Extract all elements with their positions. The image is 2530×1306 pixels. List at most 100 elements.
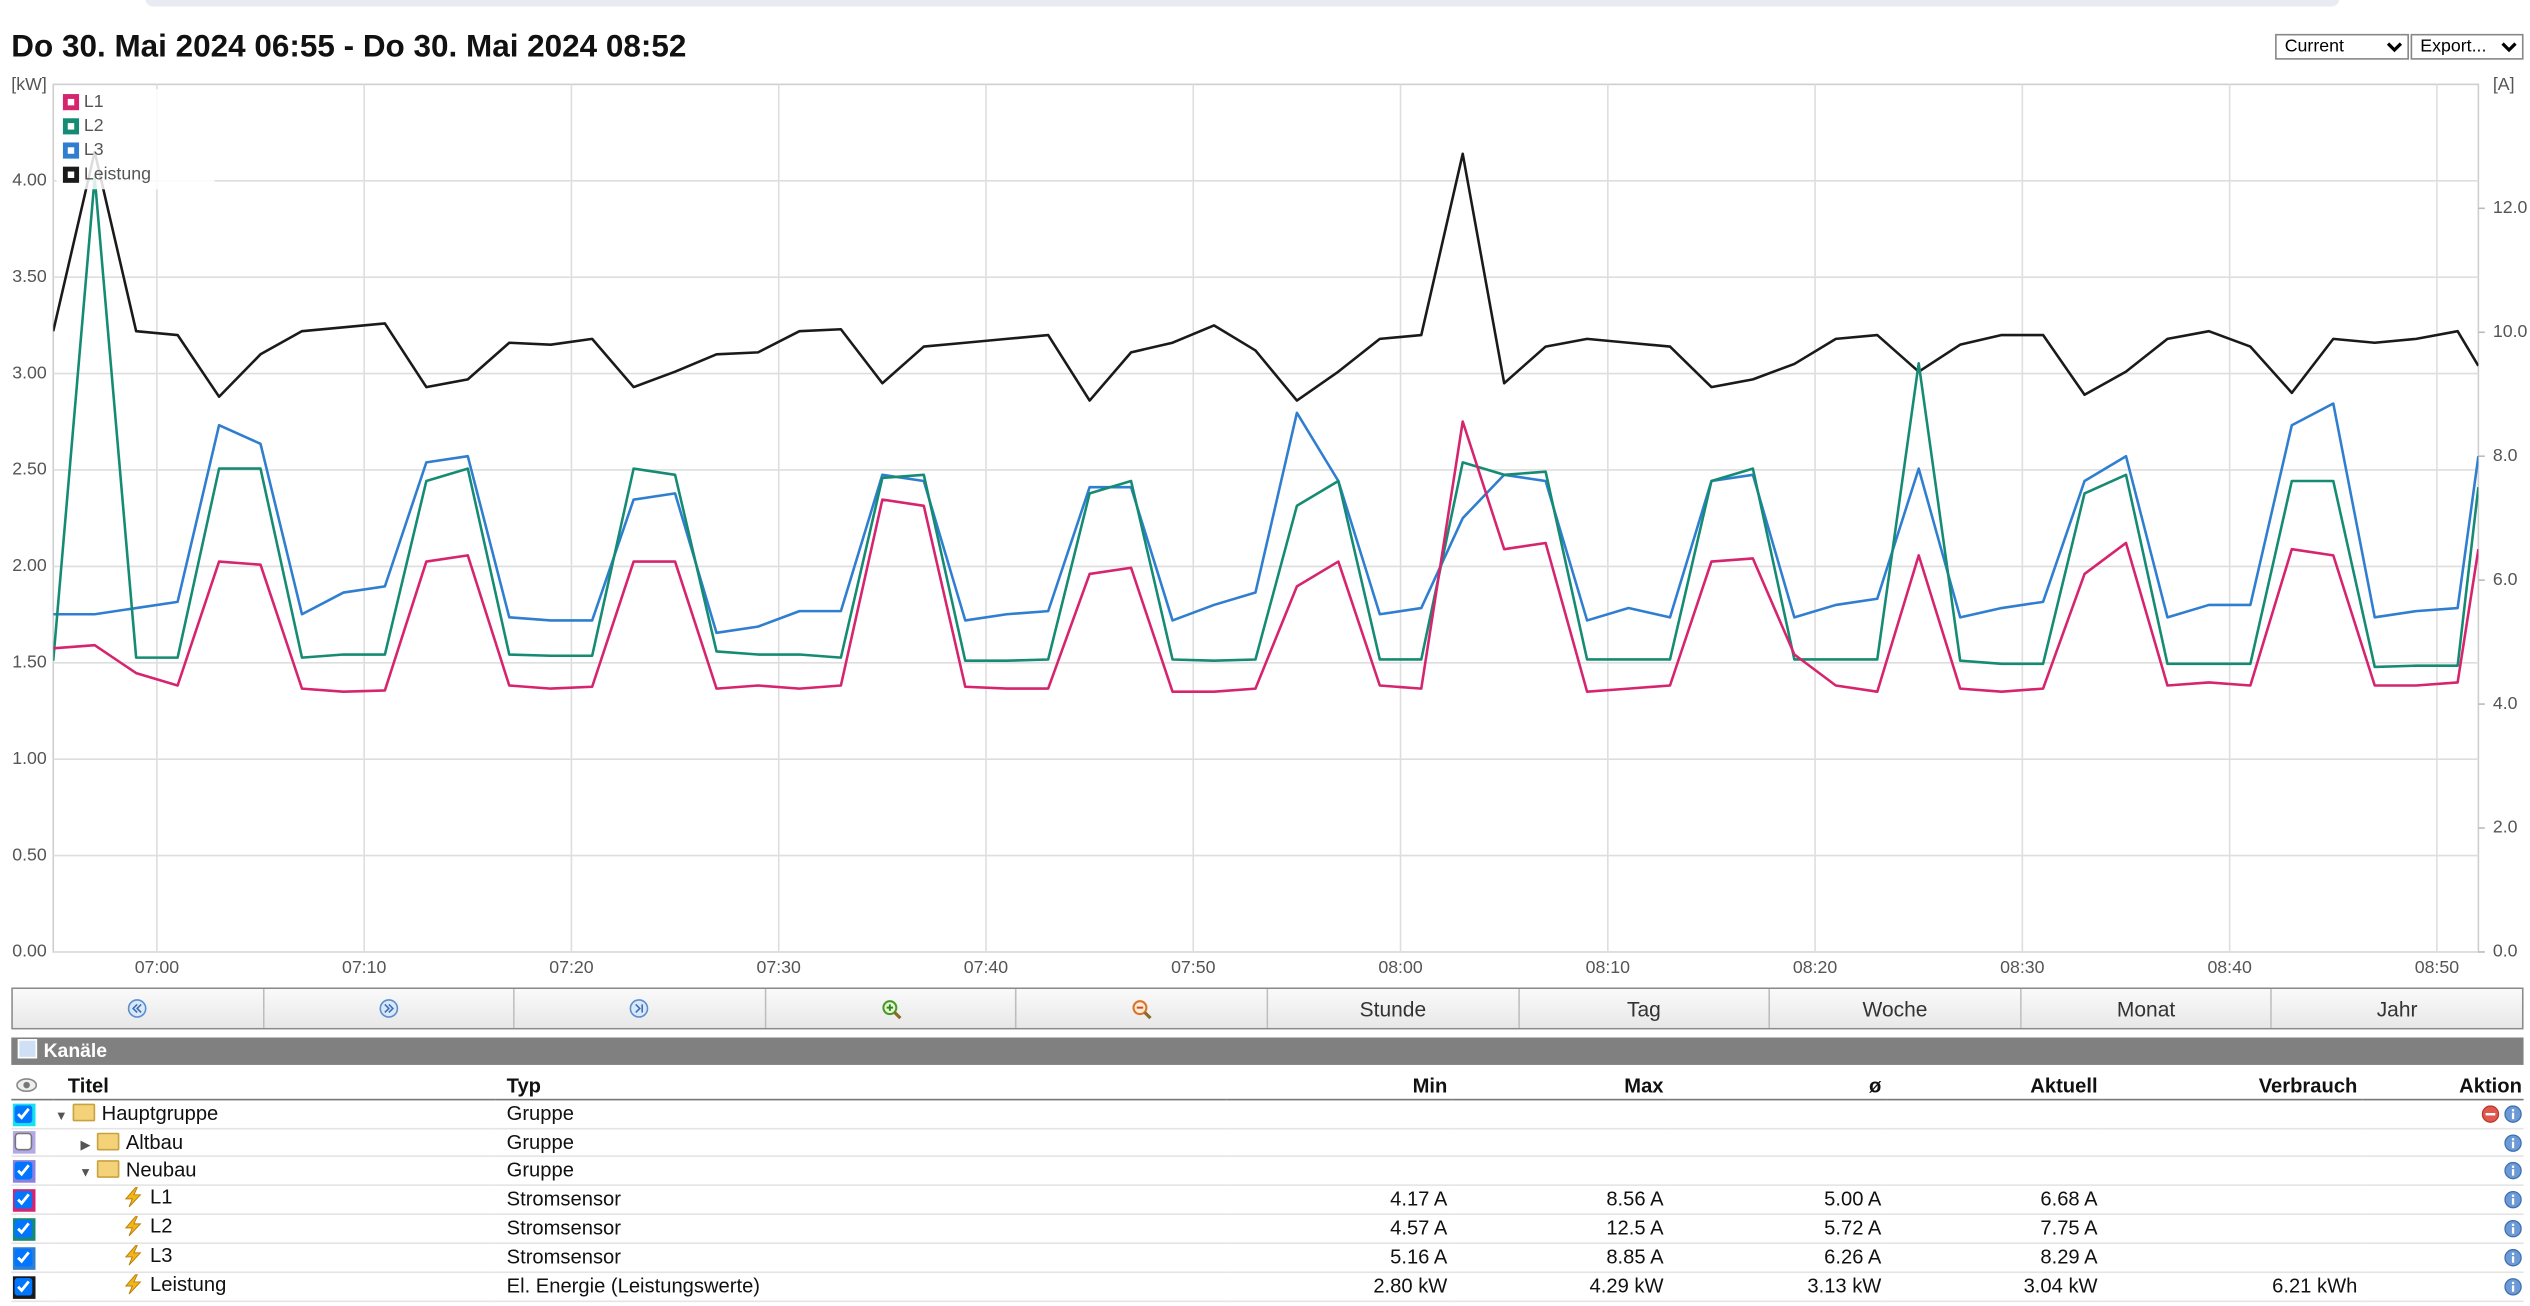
x-tick-label: 07:40 bbox=[964, 957, 1009, 977]
expand-toggle[interactable]: ▶ bbox=[80, 1137, 91, 1152]
plot-area bbox=[52, 83, 2480, 953]
column-header: Aktuell bbox=[1886, 1071, 2103, 1101]
y2-tick-label: 8.0 bbox=[2493, 445, 2518, 465]
x-tick-label: 07:30 bbox=[757, 957, 802, 977]
series-line bbox=[53, 402, 2479, 635]
zoom-in-button[interactable] bbox=[766, 989, 1018, 1028]
zoom-out-button[interactable] bbox=[1017, 989, 1269, 1028]
x-tick-label: 07:50 bbox=[1171, 957, 1216, 977]
range-button[interactable]: Monat bbox=[2021, 989, 2273, 1028]
end-icon bbox=[630, 999, 650, 1018]
max-cell: 12.5 A bbox=[1452, 1213, 1669, 1244]
channel-color bbox=[12, 1246, 36, 1270]
y2-tick-label: 6.0 bbox=[2493, 569, 2518, 589]
max-cell: 4.29 kW bbox=[1452, 1271, 1669, 1302]
avg-cell bbox=[1668, 1156, 1887, 1186]
range-button[interactable]: Stunde bbox=[1268, 989, 1520, 1028]
current-cell bbox=[1886, 1156, 2103, 1186]
collapse-toggle[interactable]: ▼ bbox=[79, 1165, 92, 1181]
consumption-cell bbox=[2102, 1156, 2363, 1186]
channel-row: L3 Stromsensor 5.16 A 8.85 A 6.26 A 8.29 A bbox=[11, 1242, 2524, 1273]
title-cell: ▶ Altbau bbox=[53, 1128, 496, 1158]
y2-tick-label: 4.0 bbox=[2493, 693, 2518, 713]
type-cell: Gruppe bbox=[495, 1128, 1227, 1158]
channel-color bbox=[12, 1217, 36, 1241]
range-button[interactable]: Jahr bbox=[2272, 989, 2522, 1028]
visibility-cell bbox=[11, 1213, 54, 1244]
range-button[interactable]: Woche bbox=[1770, 989, 2022, 1028]
consumption-cell bbox=[2102, 1242, 2363, 1273]
legend-label: L3 bbox=[84, 139, 104, 159]
channel-checkbox[interactable] bbox=[14, 1104, 33, 1123]
current-cell bbox=[1886, 1099, 2103, 1129]
x-tick-label: 08:20 bbox=[1793, 957, 1838, 977]
x-tick-label: 08:50 bbox=[2415, 957, 2460, 977]
info-icon[interactable] bbox=[2504, 1162, 2522, 1181]
page-title: Do 30. Mai 2024 06:55 - Do 30. Mai 2024 … bbox=[11, 29, 687, 65]
forward-button[interactable] bbox=[263, 989, 516, 1028]
section-header: Kanäle bbox=[11, 1037, 2524, 1065]
max-cell bbox=[1452, 1128, 1669, 1158]
channel-title: L2 bbox=[150, 1214, 173, 1238]
info-icon[interactable] bbox=[2504, 1249, 2522, 1267]
y-tick-label: 3.00 bbox=[12, 362, 47, 382]
y-tick-label: 1.50 bbox=[12, 651, 47, 671]
forward-icon bbox=[379, 999, 399, 1018]
channel-row: ▼ Neubau Gruppe bbox=[11, 1156, 2524, 1186]
zoom-in-icon bbox=[881, 999, 901, 1019]
sensor-icon bbox=[121, 1244, 144, 1271]
series-line bbox=[53, 420, 2479, 693]
sensor-icon bbox=[121, 1215, 144, 1242]
export-select[interactable]: Export... bbox=[2410, 33, 2524, 60]
type-cell: Gruppe bbox=[495, 1099, 1227, 1129]
view-select[interactable]: Current bbox=[2275, 33, 2409, 60]
channel-row: L1 Stromsensor 4.17 A 8.56 A 5.00 A 6.68 A bbox=[11, 1184, 2524, 1215]
channel-checkbox[interactable] bbox=[14, 1277, 33, 1296]
visibility-cell bbox=[11, 1242, 54, 1273]
info-icon[interactable] bbox=[2504, 1191, 2522, 1209]
column-header: Aktion bbox=[2362, 1071, 2524, 1101]
channel-checkbox[interactable] bbox=[14, 1248, 33, 1267]
end-button[interactable] bbox=[515, 989, 767, 1028]
zoom-out-icon bbox=[1132, 999, 1152, 1019]
channel-color bbox=[12, 1159, 36, 1183]
remove-icon[interactable] bbox=[2480, 1105, 2499, 1124]
legend-swatch-inner bbox=[67, 171, 75, 178]
y-tick-label: 0.00 bbox=[12, 941, 47, 961]
title-cell: L1 bbox=[53, 1184, 496, 1215]
y-tick-label: 1.00 bbox=[12, 748, 47, 768]
channel-checkbox[interactable] bbox=[14, 1133, 33, 1151]
action-cell bbox=[2362, 1128, 2524, 1158]
y2-tick-label: 12.0 bbox=[2493, 197, 2528, 217]
min-cell: 2.80 kW bbox=[1226, 1271, 1453, 1302]
visibility-header bbox=[11, 1071, 54, 1101]
channel-row: ▶ Altbau Gruppe bbox=[11, 1128, 2524, 1158]
avg-cell bbox=[1668, 1099, 1887, 1129]
consumption-cell bbox=[2102, 1099, 2363, 1129]
sensor-icon bbox=[121, 1273, 144, 1300]
channel-checkbox[interactable] bbox=[14, 1161, 33, 1180]
info-icon[interactable] bbox=[2504, 1105, 2522, 1124]
title-cell: ▼ Neubau bbox=[53, 1156, 496, 1186]
title-cell: L2 bbox=[53, 1213, 496, 1244]
collapse-toggle[interactable]: ▼ bbox=[54, 1108, 68, 1124]
y-tick-label: 2.00 bbox=[12, 555, 47, 575]
x-tick-label: 08:30 bbox=[2000, 957, 2045, 977]
column-header: Typ bbox=[495, 1071, 1227, 1101]
info-icon[interactable] bbox=[2504, 1278, 2522, 1296]
action-cell bbox=[2362, 1099, 2524, 1129]
info-icon[interactable] bbox=[2504, 1134, 2522, 1152]
rewind-button[interactable] bbox=[12, 989, 264, 1028]
info-icon[interactable] bbox=[2504, 1220, 2522, 1238]
bolt-icon bbox=[124, 1244, 142, 1265]
range-button[interactable]: Tag bbox=[1519, 989, 1771, 1028]
channel-checkbox[interactable] bbox=[14, 1219, 33, 1237]
y2-tick-label: 2.0 bbox=[2493, 817, 2518, 837]
action-cell bbox=[2362, 1156, 2524, 1186]
y-axis-label: [kW] bbox=[11, 74, 46, 94]
avg-cell: 6.26 A bbox=[1668, 1242, 1887, 1273]
type-cell: Stromsensor bbox=[495, 1242, 1227, 1273]
column-header: Verbrauch bbox=[2102, 1071, 2363, 1101]
folder-icon bbox=[96, 1132, 120, 1151]
channel-checkbox[interactable] bbox=[14, 1190, 33, 1208]
